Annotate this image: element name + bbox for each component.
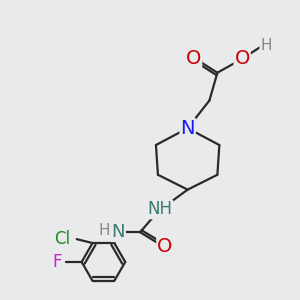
Text: O: O xyxy=(235,50,250,68)
Text: Cl: Cl xyxy=(55,230,71,248)
Text: N: N xyxy=(180,119,195,138)
Text: F: F xyxy=(52,253,62,271)
Text: N: N xyxy=(112,223,125,241)
Text: O: O xyxy=(186,50,201,68)
Text: H: H xyxy=(260,38,272,53)
Text: NH: NH xyxy=(147,200,172,218)
Text: O: O xyxy=(157,237,172,256)
Text: H: H xyxy=(99,223,110,238)
